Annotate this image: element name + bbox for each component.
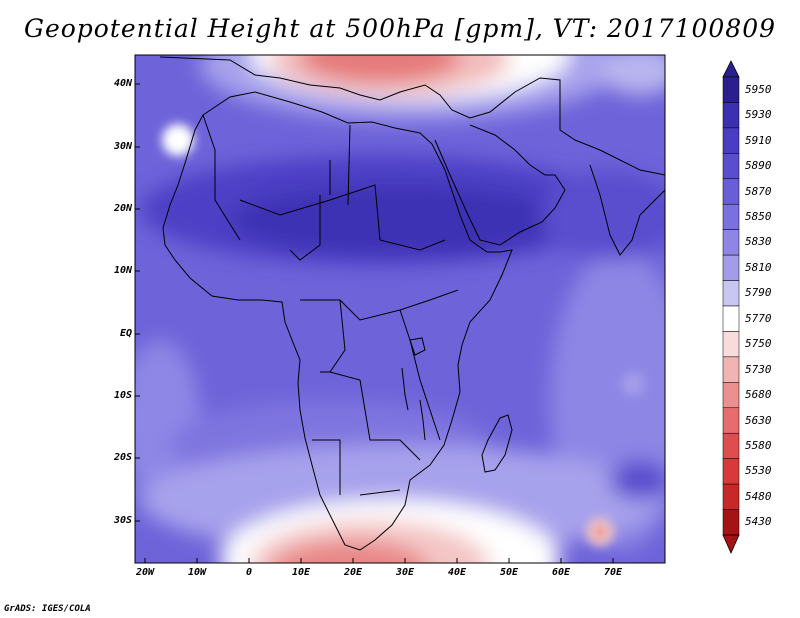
colorbar-swatch [722, 280, 740, 307]
colorbar-swatch [722, 331, 740, 358]
colorbar-swatch [722, 203, 740, 230]
colorbar-swatch [722, 76, 740, 103]
colorbar-label: 5730 [745, 362, 772, 376]
colorbar-label: 5810 [745, 260, 772, 274]
colorbar-label: 5680 [745, 388, 772, 402]
colorbar-swatch [722, 432, 740, 459]
colorbar-swatch [722, 178, 740, 205]
colorbar-label: 5930 [745, 108, 772, 122]
coastlines [159, 56, 665, 551]
lat-label-10s: 10S [113, 390, 132, 401]
colorbar-label: 5430 [745, 515, 772, 529]
lon-label-30e: 30E [395, 567, 415, 578]
colorbar-swatch [722, 229, 740, 256]
lat-label-30n: 30N [113, 141, 132, 152]
lat-label-10n: 10N [113, 265, 132, 276]
lat-label-eq: EQ [119, 328, 132, 339]
colorbar-top-arrow [722, 60, 740, 78]
colorbar-label: 5580 [745, 438, 772, 452]
colorbar-swatch [722, 509, 740, 536]
height-field [135, 55, 665, 563]
colorbar [722, 60, 740, 554]
colorbar-swatch [722, 254, 740, 281]
colorbar-swatch [722, 102, 740, 129]
colorbar-label: 5890 [745, 159, 772, 173]
map-title: Geopotential Height at 500hPa [gpm], VT:… [23, 14, 777, 43]
axis-ticks [135, 83, 614, 563]
lon-label-20w: 20W [135, 567, 155, 578]
colorbar-label: 5870 [745, 184, 772, 198]
colorbar-swatch [722, 356, 740, 383]
colorbar-label: 5950 [745, 82, 772, 96]
lat-label-20n: 20N [113, 203, 132, 214]
lat-label-40n: 40N [113, 78, 132, 89]
lon-label-20e: 20E [343, 567, 363, 578]
credit-text: GrADS: IGES/COLA [4, 604, 91, 614]
colorbar-label: 5750 [745, 337, 772, 351]
lon-label-10e: 10E [291, 567, 311, 578]
colorbar-swatch [722, 382, 740, 409]
colorbar-swatch [722, 483, 740, 510]
colorbar-label: 5480 [745, 489, 772, 503]
colorbar-label: 5830 [745, 235, 772, 249]
lon-label-60e: 60E [551, 567, 571, 578]
colorbar-label: 5530 [745, 464, 772, 478]
colorbar-bottom-arrow [722, 534, 740, 554]
lon-label-50e: 50E [499, 567, 519, 578]
lon-label-40e: 40E [447, 567, 467, 578]
lon-label-70e: 70E [603, 567, 623, 578]
colorbar-swatch [722, 458, 740, 485]
colorbar-label: 5850 [745, 209, 772, 223]
colorbar-swatch [722, 305, 740, 332]
colorbar-swatch [722, 127, 740, 154]
lon-label-0: 0 [245, 567, 253, 578]
colorbar-label: 5770 [745, 311, 772, 325]
colorbar-label: 5630 [745, 413, 772, 427]
colorbar-label: 5790 [745, 286, 772, 300]
lat-label-30s: 30S [113, 515, 132, 526]
colorbar-swatch [722, 153, 740, 180]
colorbar-label: 5910 [745, 133, 772, 147]
lat-label-20s: 20S [113, 452, 132, 463]
plot-frame [134, 54, 666, 564]
colorbar-swatch [722, 407, 740, 434]
lon-label-10w: 10W [187, 567, 207, 578]
